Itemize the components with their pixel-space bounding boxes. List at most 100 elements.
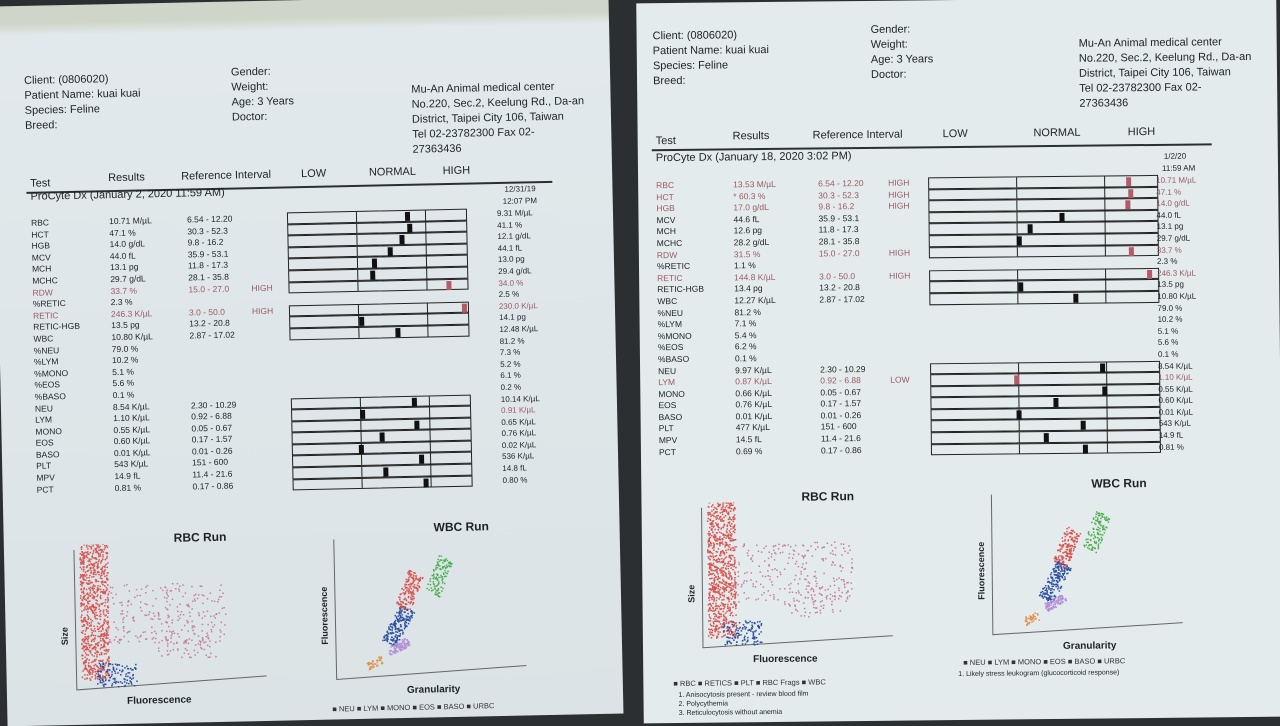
- scatter-dot: [796, 561, 798, 563]
- scatter-dot: [194, 633, 196, 635]
- scatter-dot: [160, 587, 162, 589]
- scatter-dot: [714, 566, 716, 568]
- scatter-dot: [832, 561, 834, 563]
- range-divider: [1104, 176, 1105, 186]
- scatter-dot: [713, 618, 715, 620]
- scatter-dot: [215, 642, 217, 644]
- scatter-dot: [1048, 602, 1050, 604]
- scatter-dot: [96, 654, 98, 656]
- scatter-dot: [100, 680, 102, 682]
- scatter-dot: [814, 575, 816, 577]
- scatter-dot: [90, 609, 92, 611]
- scatter-dot: [1052, 608, 1054, 610]
- scatter-dot: [405, 626, 407, 628]
- scatter-dot: [134, 667, 136, 669]
- scatter-dot: [89, 674, 91, 676]
- scatter-dot: [98, 642, 100, 644]
- scatter-dot: [768, 558, 770, 560]
- scatter-dot: [95, 574, 97, 576]
- scatter-dot: [84, 617, 86, 619]
- scatter-dot: [742, 640, 744, 642]
- scatter-dot: [213, 615, 215, 617]
- scatter-dot: [98, 673, 100, 675]
- scatter-dot: [418, 579, 420, 581]
- scatter-dot: [102, 541, 104, 543]
- scatter-dot: [430, 578, 432, 580]
- scatter-dot: [851, 558, 853, 560]
- scatter-dot: [100, 555, 102, 557]
- scatter-dot: [97, 644, 99, 646]
- scatter-dot: [771, 581, 773, 583]
- scatter-dot: [784, 603, 786, 605]
- scatter-dot: [165, 607, 167, 609]
- scatter-dot: [1051, 588, 1053, 590]
- scatter-dot: [85, 630, 87, 632]
- scatter-dot: [407, 645, 409, 647]
- scatter-dot: [712, 610, 714, 612]
- test-result: 17.0 g/dL: [733, 202, 769, 214]
- scatter-dot: [1063, 566, 1065, 568]
- scatter-dot: [708, 546, 710, 548]
- scatter-dot: [203, 595, 205, 597]
- scatter-dot: [741, 584, 743, 586]
- scatter-dot: [402, 639, 404, 641]
- scatter-dot: [102, 629, 104, 631]
- scatter-dot: [1104, 532, 1106, 534]
- scatter-dot: [107, 601, 109, 603]
- scatter-dot: [85, 595, 87, 597]
- scatter-dot: [712, 570, 714, 572]
- scatter-dot: [87, 598, 89, 600]
- scatter-dot: [719, 536, 721, 538]
- scatter-dot: [1087, 547, 1089, 549]
- scatter-dot: [733, 526, 735, 528]
- scatter-dot: [726, 552, 728, 554]
- scatter-dot: [1098, 534, 1100, 536]
- scatter-dot: [158, 618, 160, 620]
- test-result: 44.0 fL: [110, 250, 136, 262]
- scatter-dot: [713, 608, 715, 610]
- scatter-dot: [1080, 533, 1082, 535]
- scatter-dot: [724, 606, 726, 608]
- test-result: 0.55 K/µL: [113, 424, 150, 436]
- scatter-dot: [393, 632, 395, 634]
- scatter-dot: [726, 597, 728, 599]
- reference-interval: 28.1 - 35.8: [819, 236, 860, 248]
- scatter-dot: [718, 611, 720, 613]
- scatter-dot: [396, 603, 398, 605]
- scatter-dot: [399, 615, 401, 617]
- scatter-dot: [136, 589, 138, 591]
- scatter-dot: [177, 649, 179, 651]
- scatter-dot: [1058, 555, 1060, 557]
- scatter-dot: [840, 566, 842, 568]
- scatter-dot: [88, 616, 90, 618]
- scatter-dot: [717, 567, 719, 569]
- scatter-dot: [85, 599, 87, 601]
- scatter-dot: [1058, 568, 1060, 570]
- scatter-dot: [709, 583, 711, 585]
- scatter-dot: [746, 622, 748, 624]
- scatter-dot: [796, 600, 798, 602]
- scatter-dot: [92, 661, 94, 663]
- previous-result: 12.1 g/dL: [497, 230, 531, 242]
- scatter-dot: [726, 565, 728, 567]
- scatter-dot: [733, 516, 735, 518]
- scatter-dot: [106, 634, 108, 636]
- scatter-dot: [146, 604, 148, 606]
- scatter-dot: [100, 589, 102, 591]
- scatter-dot: [725, 612, 727, 614]
- scatter-dot: [391, 650, 393, 652]
- scatter-dot: [711, 578, 713, 580]
- scatter-dot: [122, 613, 124, 615]
- scatter-dot: [105, 634, 107, 636]
- scatter-dot: [413, 593, 415, 595]
- previous-result: 13.0 pg: [498, 254, 525, 266]
- scatter-dot: [82, 658, 84, 660]
- scatter-dot: [396, 651, 398, 653]
- scatter-dot: [1059, 544, 1061, 546]
- scatter-dot: [746, 633, 748, 635]
- scatter-dot: [209, 657, 211, 659]
- scatter-dot: [715, 540, 717, 542]
- scatter-dot: [104, 585, 106, 587]
- scatter-dot: [128, 641, 130, 643]
